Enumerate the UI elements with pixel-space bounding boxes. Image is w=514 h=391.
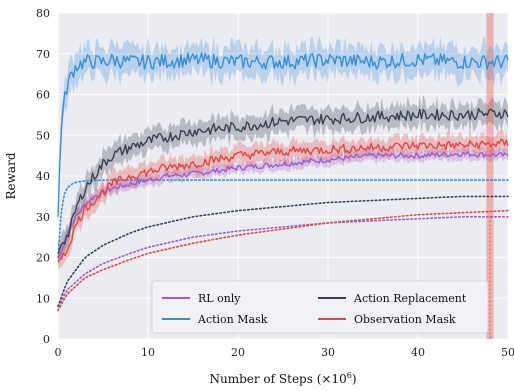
y-tick-label-0: 0	[43, 333, 50, 346]
dotted-observation-mask	[57, 209, 509, 312]
grid-lines	[57, 12, 509, 340]
legend-box	[151, 280, 489, 334]
x-axis-label-exponent: 6	[347, 371, 352, 380]
y-tick-label-40: 40	[36, 170, 50, 183]
band-action-mask	[58, 35, 508, 230]
y-tick-labels: 0 10 20 30 40 50 60 70 80	[36, 7, 50, 346]
legend-label-action-replacement: Action Replacement	[353, 292, 467, 305]
dotted-baselines	[57, 179, 509, 339]
legend-label-rl-only: RL only	[198, 292, 241, 305]
x-axis-label: Number of Steps (×106)	[209, 371, 356, 386]
series-lines	[57, 52, 509, 263]
dotted-rl-only	[57, 216, 509, 312]
legend-label-action-mask: Action Mask	[197, 313, 268, 326]
y-tick-label-50: 50	[36, 129, 50, 142]
y-tick-label-10: 10	[36, 292, 50, 305]
line-action-replacement	[57, 108, 509, 254]
dotted-action-replacement	[57, 195, 509, 308]
observation-mask-spike	[486, 13, 494, 339]
y-axis-label: Reward	[4, 152, 18, 199]
x-tick-label-20: 20	[231, 346, 245, 359]
line-observation-mask	[57, 138, 509, 263]
legend-label-observation-mask: Observation Mask	[354, 313, 456, 326]
band-action-replacement	[58, 94, 508, 266]
x-tick-label-30: 30	[321, 346, 335, 359]
y-tick-label-60: 60	[36, 89, 50, 102]
band-rl-only	[58, 145, 508, 264]
x-tick-label-50: 50	[501, 346, 514, 359]
line-action-mask	[57, 52, 509, 217]
legend: RL only Action Mask Action Replacement O…	[151, 280, 489, 334]
dotted-action-mask	[57, 179, 509, 259]
x-axis-label-close: )	[352, 372, 357, 386]
band-observation-mask	[58, 127, 508, 270]
y-tick-label-80: 80	[36, 7, 50, 20]
line-rl-only	[57, 150, 509, 258]
y-tick-label-70: 70	[36, 48, 50, 61]
x-tick-labels: 0 10 20 30 40 50	[55, 346, 514, 359]
x-tick-label-40: 40	[411, 346, 425, 359]
x-tick-label-10: 10	[141, 346, 155, 359]
x-axis-label-main: Number of Steps (×10	[209, 372, 346, 386]
x-tick-label-0: 0	[55, 346, 62, 359]
y-tick-label-30: 30	[36, 211, 50, 224]
confidence-bands	[58, 13, 508, 339]
y-tick-label-20: 20	[36, 252, 50, 265]
